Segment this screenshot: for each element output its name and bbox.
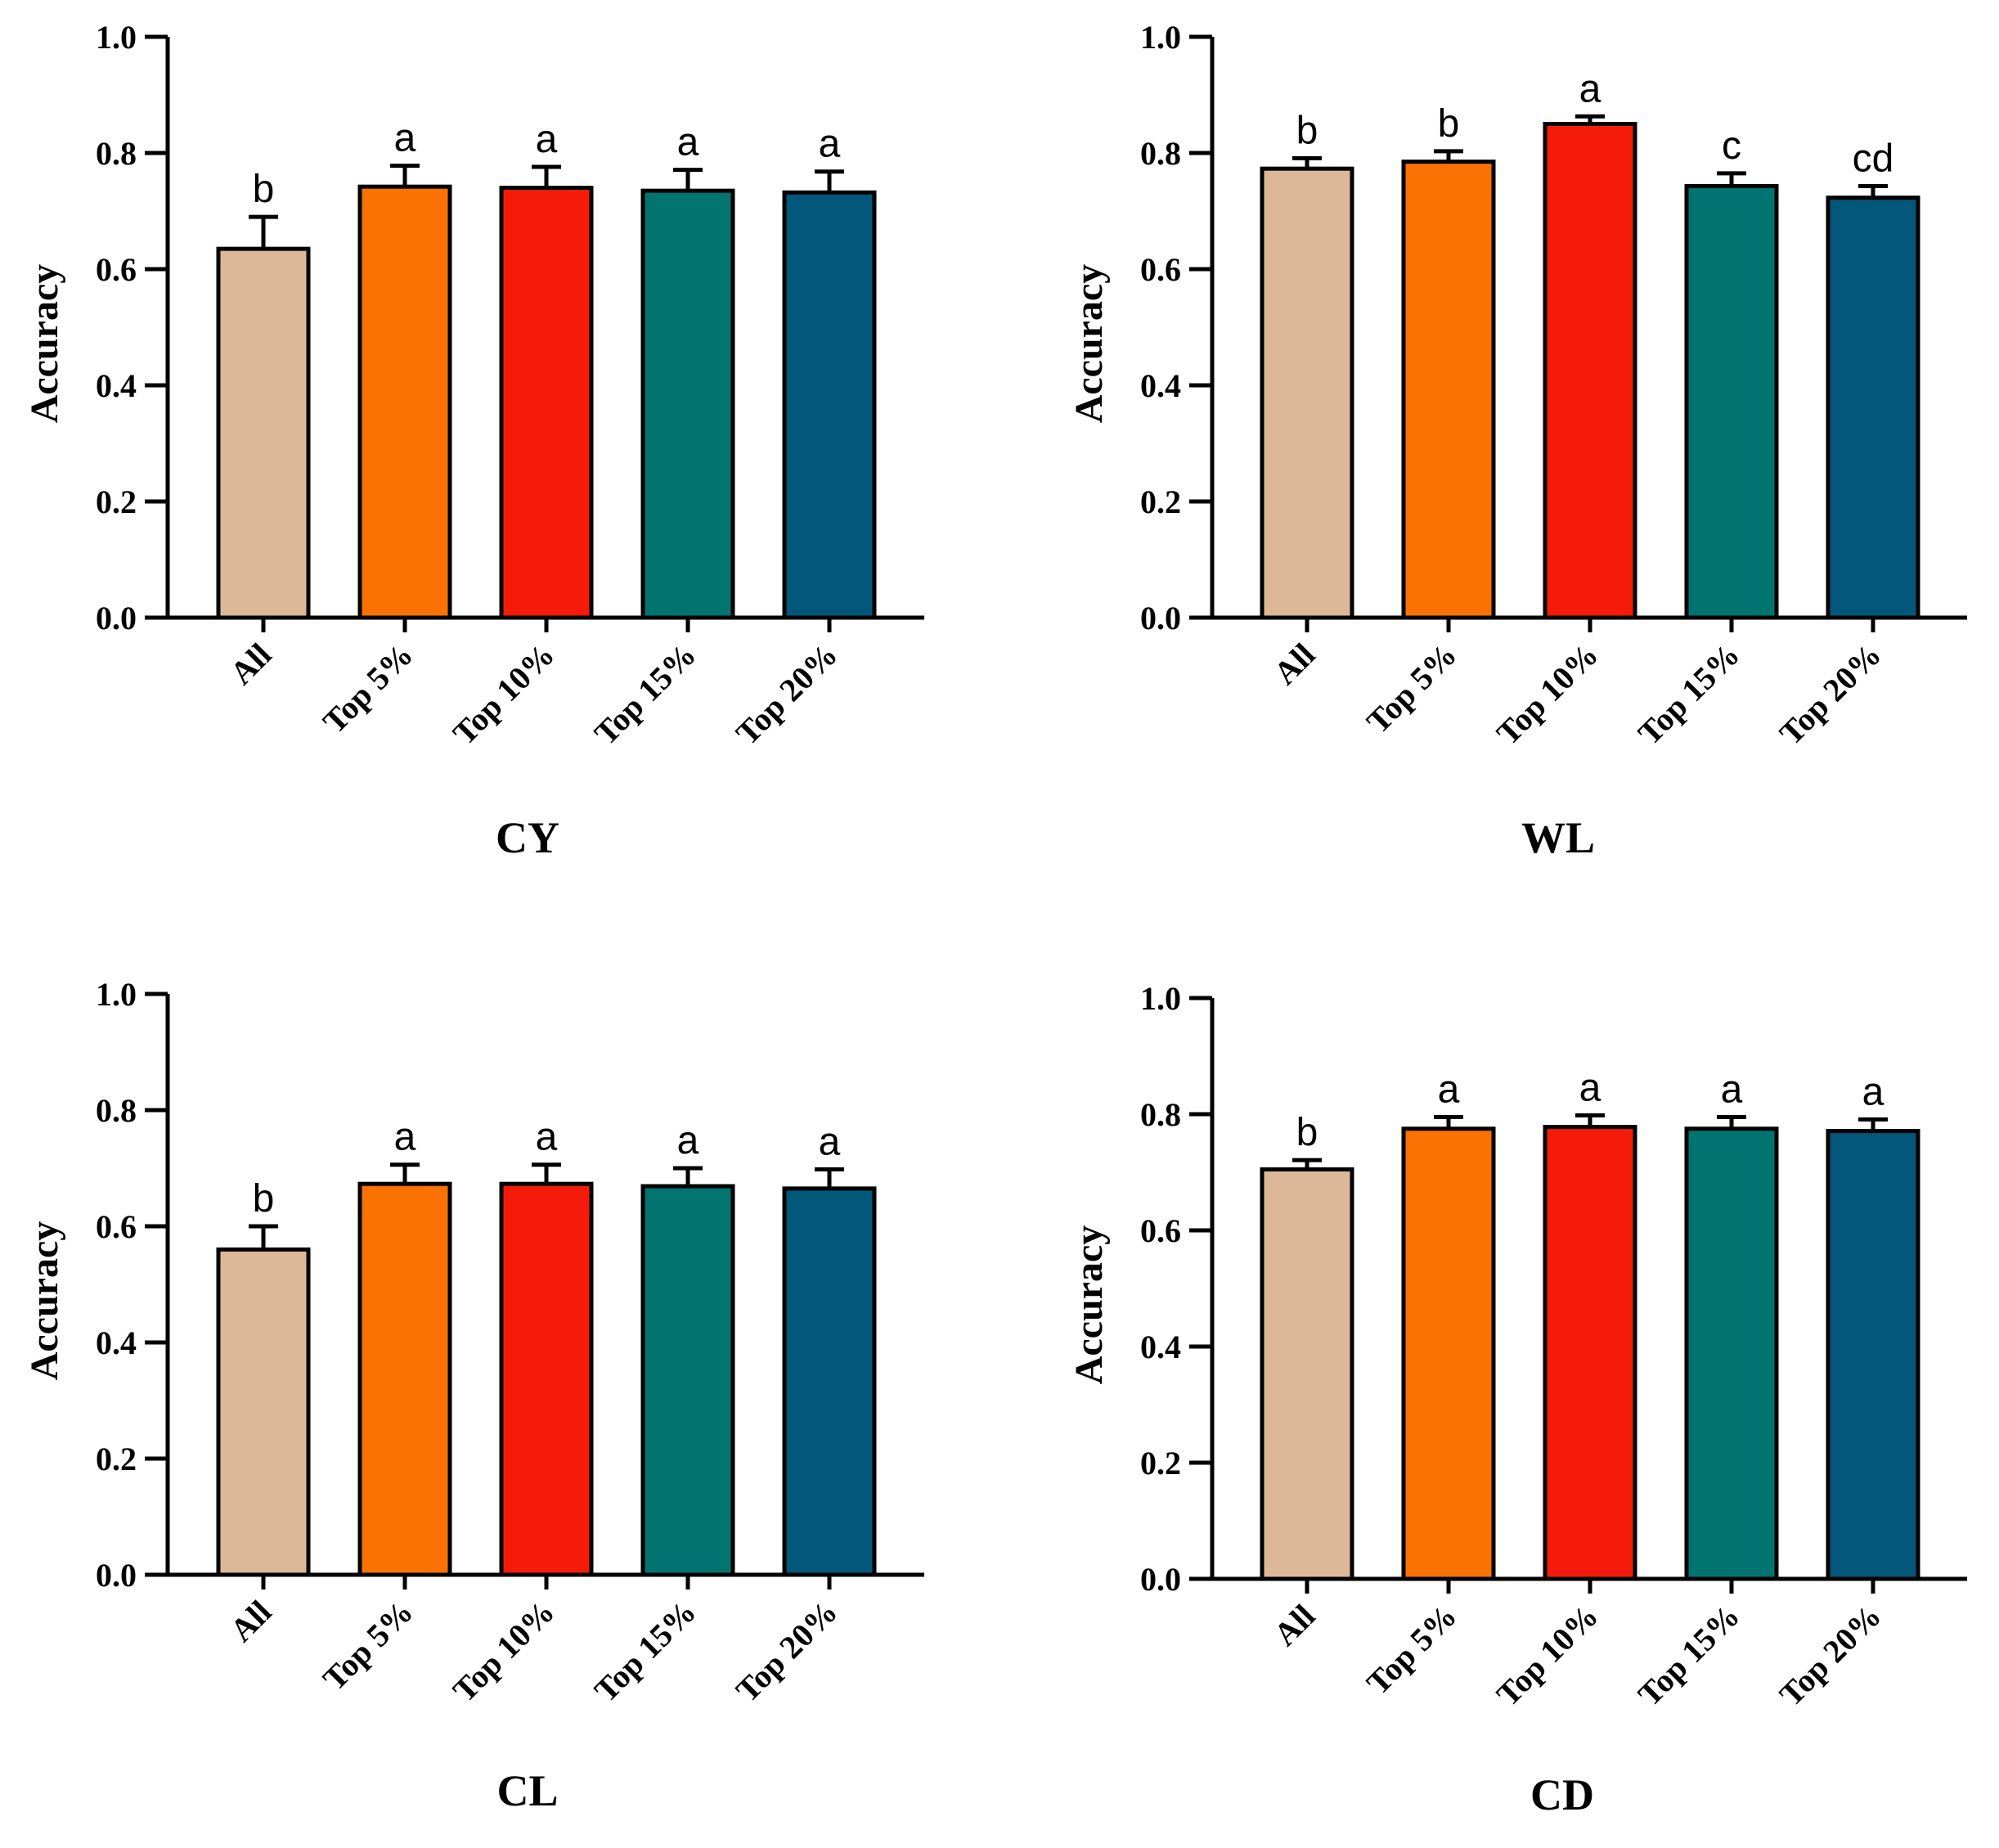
significance-label: b bbox=[1296, 1111, 1318, 1154]
x-tick-label: Top 15% bbox=[587, 636, 703, 753]
y-tick-label: 0.8 bbox=[1140, 135, 1181, 172]
bar bbox=[357, 184, 452, 620]
significance-label: a bbox=[819, 123, 841, 166]
significance-label: a bbox=[394, 117, 416, 160]
y-tick-label: 1.0 bbox=[96, 976, 137, 1013]
y-tick-label: 0.6 bbox=[1140, 1212, 1181, 1249]
y-tick-label: 0.0 bbox=[1140, 1561, 1181, 1598]
x-tick-label: Top 15% bbox=[1631, 636, 1747, 753]
y-tick-label: 0.2 bbox=[1140, 1445, 1181, 1482]
panel-title: CY bbox=[496, 813, 559, 862]
x-tick-label: Top 15% bbox=[587, 1594, 703, 1710]
bar bbox=[1401, 1126, 1496, 1581]
chart-panel-cy: b All a Top 5% a Top 10% a Top 15% a Top 20% 0.0 0.… bbox=[23, 19, 924, 862]
x-tick-label: All bbox=[222, 1594, 278, 1649]
chart-panel-cd: b All a Top 5% a Top 10% a Top 15% a Top 20% 0.0 0.… bbox=[1067, 980, 1967, 1819]
panel-title: WL bbox=[1521, 813, 1595, 862]
chart-panel-cl: b All a Top 5% a Top 10% a Top 15% a Top 20% 0.0 0.… bbox=[23, 976, 924, 1815]
bar bbox=[1826, 196, 1920, 620]
panel-title: CD bbox=[1530, 1770, 1594, 1819]
x-tick-label: All bbox=[1266, 636, 1322, 692]
y-tick-label: 0.2 bbox=[96, 1441, 137, 1477]
significance-label: b bbox=[253, 1177, 275, 1221]
y-tick-label: 0.2 bbox=[1140, 483, 1181, 520]
y-tick-label: 0.6 bbox=[1140, 251, 1181, 288]
bar bbox=[782, 1186, 877, 1577]
significance-label: cd bbox=[1853, 137, 1894, 180]
x-tick-label: Top 10% bbox=[446, 1594, 562, 1710]
x-tick-label: All bbox=[222, 636, 278, 692]
x-tick-label: Top 10% bbox=[446, 636, 562, 753]
y-tick-label: 0.4 bbox=[1140, 367, 1181, 404]
y-axis-label: Accuracy bbox=[1067, 264, 1111, 424]
significance-label: a bbox=[1862, 1070, 1884, 1113]
x-tick-label: Top 20% bbox=[1772, 1598, 1889, 1714]
y-tick-label: 0.6 bbox=[96, 251, 137, 288]
significance-label: a bbox=[1438, 1068, 1460, 1112]
bar bbox=[1684, 1126, 1779, 1581]
y-axis-label: Accuracy bbox=[23, 1221, 66, 1381]
bar bbox=[499, 186, 594, 620]
bar bbox=[640, 188, 735, 620]
y-tick-label: 0.2 bbox=[96, 483, 137, 520]
bar bbox=[216, 1247, 311, 1577]
bar bbox=[1543, 122, 1637, 620]
bar bbox=[1260, 166, 1354, 620]
bar bbox=[1826, 1129, 1920, 1581]
y-tick-label: 0.8 bbox=[96, 135, 137, 172]
chart-panel-wl: b All b Top 5% a Top 10% c Top 15% cd Top 20% 0.0 0… bbox=[1067, 19, 1967, 862]
significance-label: a bbox=[819, 1120, 841, 1163]
significance-label: b bbox=[1438, 102, 1460, 146]
y-tick-label: 0.4 bbox=[1140, 1329, 1181, 1365]
y-tick-label: 0.8 bbox=[96, 1092, 137, 1129]
x-tick-label: Top 5% bbox=[1359, 636, 1463, 740]
significance-label: a bbox=[536, 118, 558, 161]
significance-label: a bbox=[394, 1116, 416, 1159]
significance-label: a bbox=[677, 121, 699, 164]
y-tick-label: 0.6 bbox=[96, 1208, 137, 1245]
y-tick-label: 1.0 bbox=[1140, 980, 1181, 1017]
y-tick-label: 0.4 bbox=[96, 367, 137, 404]
panel-title: CL bbox=[496, 1766, 558, 1815]
x-tick-label: Top 5% bbox=[316, 636, 420, 740]
significance-label: b bbox=[1296, 109, 1318, 152]
y-tick-label: 0.4 bbox=[96, 1324, 137, 1361]
bar bbox=[782, 190, 877, 620]
bar bbox=[216, 246, 311, 620]
x-tick-label: Top 10% bbox=[1489, 636, 1606, 753]
x-tick-label: Top 5% bbox=[316, 1594, 420, 1697]
significance-label: a bbox=[677, 1119, 699, 1162]
x-tick-label: Top 5% bbox=[1359, 1598, 1463, 1702]
bar bbox=[499, 1181, 594, 1577]
significance-label: b bbox=[253, 168, 275, 211]
x-tick-label: Top 10% bbox=[1489, 1598, 1606, 1714]
bar bbox=[1684, 183, 1779, 620]
y-tick-label: 0.8 bbox=[1140, 1096, 1181, 1133]
significance-label: c bbox=[1722, 124, 1741, 168]
y-tick-label: 0.0 bbox=[96, 600, 137, 636]
significance-label: a bbox=[536, 1116, 558, 1159]
significance-label: a bbox=[1579, 1066, 1601, 1109]
y-tick-label: 1.0 bbox=[1140, 19, 1181, 56]
y-axis-label: Accuracy bbox=[1067, 1225, 1111, 1385]
x-tick-label: All bbox=[1266, 1598, 1322, 1653]
significance-label: a bbox=[1579, 67, 1601, 110]
y-axis-label: Accuracy bbox=[23, 264, 66, 424]
bar bbox=[1260, 1167, 1354, 1581]
bar bbox=[1543, 1125, 1637, 1581]
y-tick-label: 0.0 bbox=[1140, 600, 1181, 636]
x-tick-label: Top 20% bbox=[1772, 636, 1889, 753]
y-tick-label: 1.0 bbox=[96, 19, 137, 56]
bar bbox=[640, 1184, 735, 1577]
x-tick-label: Top 15% bbox=[1631, 1598, 1747, 1714]
x-tick-label: Top 20% bbox=[729, 1594, 845, 1710]
significance-label: a bbox=[1721, 1068, 1743, 1112]
x-tick-label: Top 20% bbox=[729, 636, 845, 753]
bar bbox=[1401, 160, 1496, 620]
y-tick-label: 0.0 bbox=[96, 1557, 137, 1594]
bar bbox=[357, 1181, 452, 1577]
